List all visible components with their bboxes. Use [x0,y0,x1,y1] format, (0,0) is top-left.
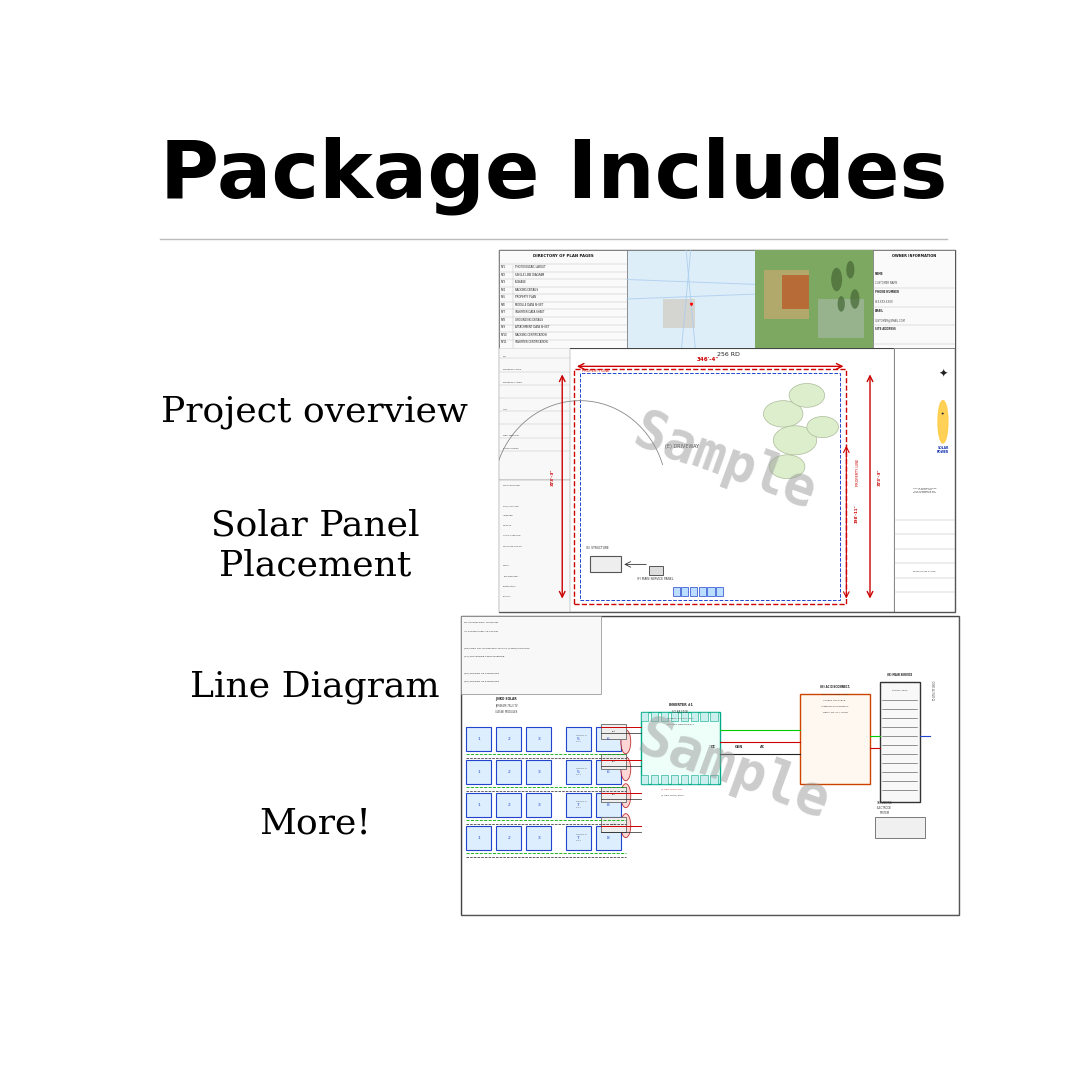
Bar [499,251,956,612]
Text: Solar Panel
Placement: Solar Panel Placement [211,509,419,582]
Text: More!: More! [259,807,370,841]
Text: Project overview: Project overview [161,395,469,430]
Bar [461,616,959,916]
Text: Sample: Sample [626,405,823,519]
Text: Line Diagram: Line Diagram [190,670,440,704]
Text: Package Includes: Package Includes [160,136,947,215]
Text: Sample: Sample [631,711,837,829]
